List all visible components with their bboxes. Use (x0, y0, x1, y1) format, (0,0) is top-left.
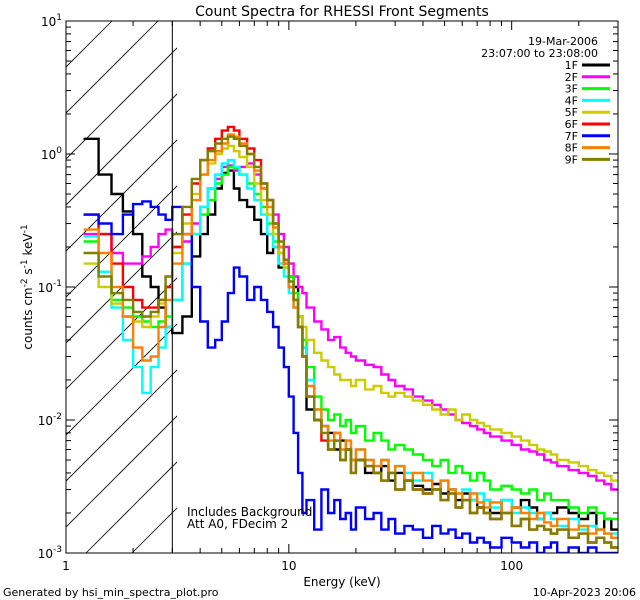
spectra-series (83, 125, 618, 553)
legend-label-7F: 7F (565, 130, 578, 143)
y-tick-label: 10-2 (38, 412, 62, 428)
footer-timestamp: 10-Apr-2023 20:06 (533, 586, 636, 599)
series-8F (83, 133, 618, 539)
y-tick-label: 100 (41, 146, 62, 162)
y-tick-label: 101 (41, 13, 62, 29)
footer-generated-by: Generated by hsi_min_spectra_plot.pro (3, 586, 219, 599)
y-axis-label: counts cm-2 s-1 keV-1 (20, 224, 35, 349)
legend-label-1F: 1F (565, 59, 578, 72)
annotation-background: Includes Background (187, 505, 312, 519)
hatch-line (66, 415, 177, 528)
observation-date: 19-Mar-2006 (528, 35, 598, 48)
legend-label-4F: 4F (565, 94, 578, 107)
hatch-line (66, 21, 159, 114)
series-7F (83, 200, 618, 553)
observation-time-range: 23:07:00 to 23:08:00 (481, 47, 598, 60)
legend-label-8F: 8F (565, 142, 578, 155)
hatch-line (66, 47, 177, 160)
series-4F (83, 158, 618, 535)
hatch-line (66, 185, 177, 298)
legend-label-3F: 3F (565, 83, 578, 96)
plot-frame (65, 20, 619, 554)
hatch-line (66, 369, 177, 482)
excluded-energy-hatch (66, 21, 177, 553)
hatch-line (66, 93, 177, 206)
y-tick-label: 10-1 (38, 279, 62, 295)
x-axis-label: Energy (keV) (303, 575, 380, 589)
legend-label-2F: 2F (565, 71, 578, 84)
legend-label-5F: 5F (565, 106, 578, 119)
annotation-attenuator: Att A0, FDecim 2 (187, 517, 288, 531)
legend-label-9F: 9F (565, 153, 578, 166)
axes: 101 100 10-1 10-2 10-31 10 100 (38, 13, 618, 573)
y-tick-label: 10-3 (38, 545, 62, 561)
legend-label-6F: 6F (565, 118, 578, 131)
series-9F (83, 135, 618, 549)
x-tick-label: 100 (500, 559, 523, 573)
hatch-line (85, 461, 177, 553)
x-tick-label: 10 (281, 559, 296, 573)
x-tick-label: 1 (62, 559, 70, 573)
chart-title: Count Spectra for RHESSI Front Segments (195, 4, 489, 20)
